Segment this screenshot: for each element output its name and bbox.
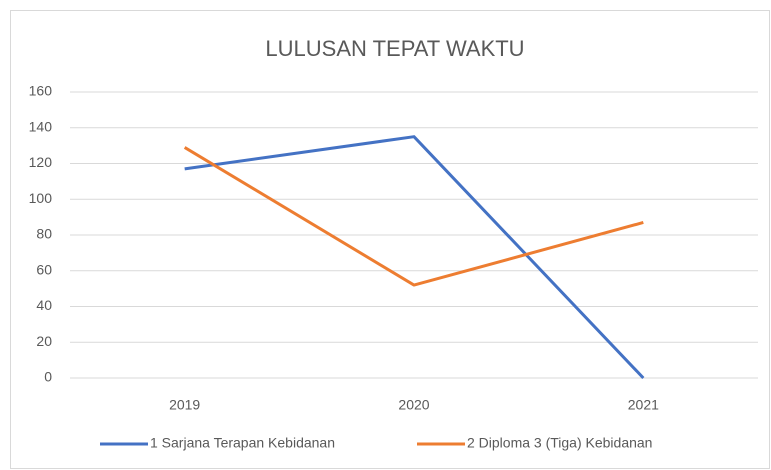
y-tick-label: 0: [44, 369, 52, 385]
y-tick-label: 120: [29, 154, 53, 170]
series-line: [184, 135, 645, 380]
y-tick-label: 40: [36, 297, 52, 313]
legend-label: 1 Sarjana Terapan Kebidanan: [150, 435, 335, 451]
y-tick-label: 20: [36, 333, 52, 349]
chart-title: LULUSAN TEPAT WAKTU: [265, 36, 524, 61]
y-tick-label: 140: [29, 118, 53, 134]
y-tick-label: 100: [29, 190, 53, 206]
legend-label: 2 Diploma 3 (Tiga) Kebidanan: [467, 435, 652, 451]
y-tick-label: 160: [29, 83, 53, 99]
series-line: [183, 146, 644, 287]
y-tick-label: 60: [36, 261, 52, 277]
x-tick-label: 2019: [169, 397, 200, 413]
x-tick-label: 2021: [628, 397, 659, 413]
x-tick-label: 2020: [398, 397, 429, 413]
chart-border: [10, 10, 770, 469]
y-tick-label: 80: [36, 226, 52, 242]
